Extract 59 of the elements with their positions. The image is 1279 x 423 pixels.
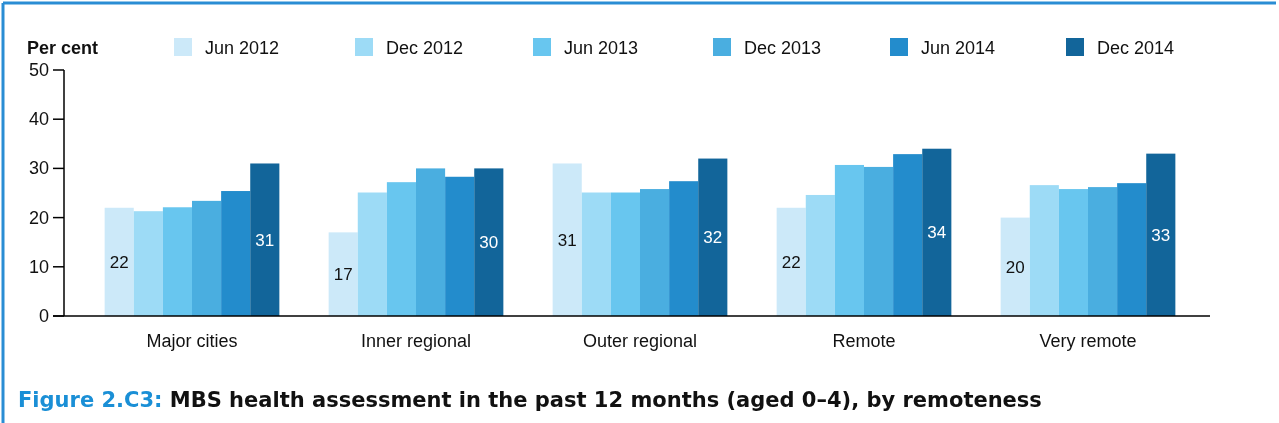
bar bbox=[776, 207, 806, 316]
data-label: 30 bbox=[479, 233, 499, 253]
bar bbox=[610, 192, 640, 316]
legend-label: Dec 2014 bbox=[1097, 38, 1175, 58]
legend-label: Dec 2012 bbox=[386, 38, 464, 58]
bar bbox=[221, 191, 251, 316]
bar bbox=[1117, 183, 1147, 316]
y-tick-label: 0 bbox=[38, 306, 49, 326]
y-tick-label: 20 bbox=[28, 207, 49, 228]
legend-label: Dec 2013 bbox=[744, 38, 822, 58]
bar bbox=[552, 163, 582, 316]
bar bbox=[581, 192, 611, 316]
y-tick-label: 10 bbox=[28, 256, 49, 277]
bar bbox=[445, 176, 475, 316]
text: Figure 2.C3: MBS health assessment in the past 12 months (aged 0–4), by remoteness bbox=[18, 388, 1042, 412]
data-label: 31 bbox=[255, 230, 275, 250]
legend-label: Jun 2013 bbox=[564, 38, 639, 58]
data-label: 17 bbox=[333, 265, 353, 285]
bar bbox=[104, 207, 134, 316]
legend-label: Jun 2012 bbox=[205, 38, 280, 58]
bar bbox=[698, 158, 728, 316]
bar bbox=[162, 207, 192, 316]
bar bbox=[250, 163, 280, 316]
bar bbox=[922, 148, 952, 316]
bar bbox=[1029, 185, 1059, 316]
bar bbox=[893, 154, 923, 316]
x-tick-label: Outer regional bbox=[582, 331, 698, 351]
bar bbox=[1088, 187, 1118, 316]
x-tick-label: Major cities bbox=[146, 331, 238, 351]
bar bbox=[386, 182, 416, 316]
data-label: 34 bbox=[927, 223, 947, 243]
bar bbox=[640, 189, 670, 316]
bar bbox=[192, 200, 222, 316]
y-axis-title: Per cent bbox=[27, 38, 99, 58]
bar bbox=[328, 232, 358, 316]
y-tick-label: 40 bbox=[28, 109, 49, 130]
y-tick-label: 50 bbox=[28, 60, 49, 80]
data-label: 32 bbox=[703, 228, 723, 248]
bar bbox=[416, 168, 446, 316]
bar bbox=[1058, 189, 1088, 316]
bar bbox=[1000, 217, 1030, 316]
bar bbox=[834, 164, 864, 316]
y-tick-label: 30 bbox=[28, 158, 49, 179]
bar bbox=[864, 166, 894, 316]
x-tick-label: Very remote bbox=[1039, 331, 1137, 351]
data-label: 22 bbox=[109, 252, 129, 272]
bar bbox=[1146, 153, 1176, 316]
bar bbox=[474, 168, 504, 316]
data-label: 31 bbox=[557, 230, 577, 250]
data-label: 22 bbox=[781, 252, 801, 272]
bar bbox=[669, 181, 699, 316]
bar bbox=[357, 192, 387, 316]
data-label: 33 bbox=[1151, 225, 1171, 245]
legend-label: Jun 2014 bbox=[921, 38, 996, 58]
bar bbox=[133, 211, 163, 316]
x-tick-label: Inner regional bbox=[360, 331, 472, 351]
x-tick-label: Remote bbox=[832, 331, 896, 351]
data-label: 20 bbox=[1005, 257, 1025, 277]
bar bbox=[805, 194, 835, 316]
